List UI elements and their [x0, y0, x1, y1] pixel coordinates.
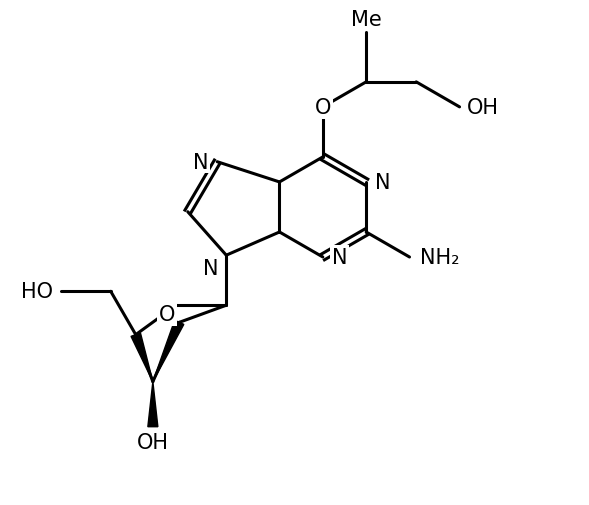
- Text: NH₂: NH₂: [419, 247, 459, 268]
- Text: Me: Me: [351, 10, 382, 30]
- Text: OH: OH: [467, 97, 499, 118]
- Text: N: N: [375, 173, 391, 192]
- Text: O: O: [159, 305, 175, 324]
- Text: HO: HO: [21, 282, 53, 301]
- Text: OH: OH: [137, 432, 169, 452]
- Polygon shape: [148, 382, 158, 427]
- Polygon shape: [153, 321, 184, 382]
- Text: N: N: [332, 247, 348, 268]
- Text: N: N: [203, 258, 219, 278]
- Text: N: N: [193, 153, 208, 172]
- Polygon shape: [131, 333, 153, 382]
- Text: O: O: [315, 97, 331, 118]
